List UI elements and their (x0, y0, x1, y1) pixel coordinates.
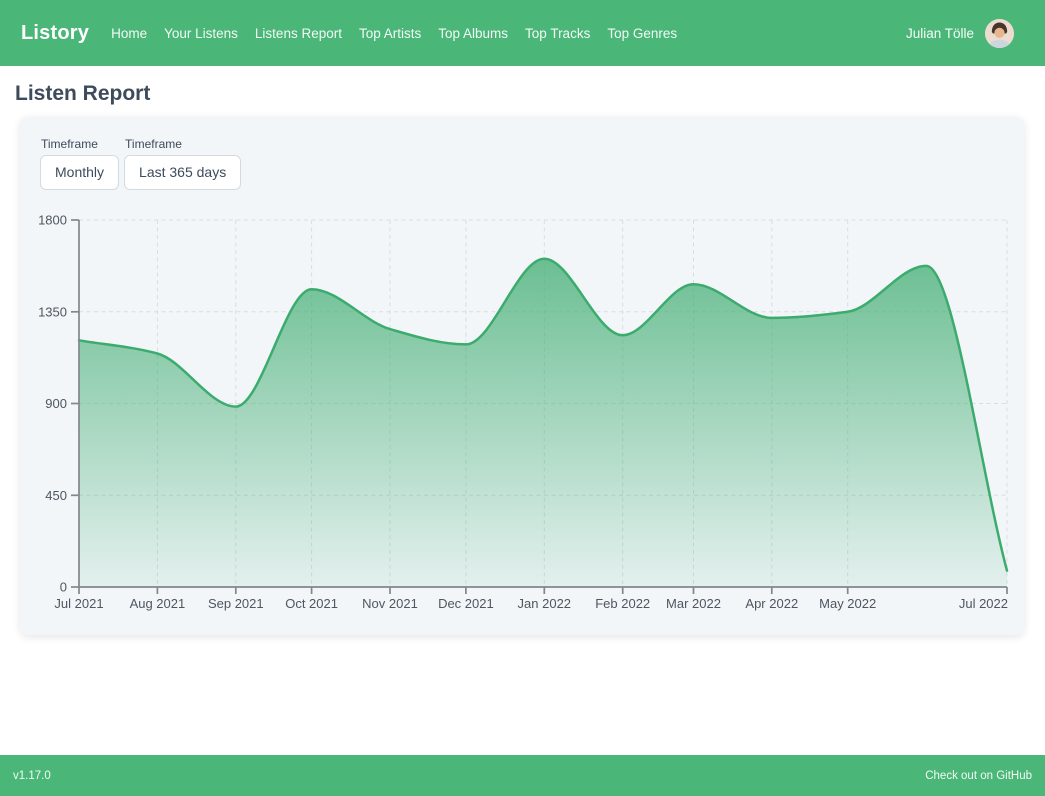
report-card: Timeframe Monthly Timeframe Last 365 days 0… (20, 117, 1024, 635)
timeframe-select-1[interactable]: Last 365 days (124, 155, 242, 190)
timeframe-controls: Timeframe Monthly Timeframe Last 365 days (40, 137, 242, 190)
x-tick-label: Oct 2021 (285, 596, 338, 611)
trend-line (77, 257, 1009, 572)
area-fill (79, 258, 1007, 587)
y-tick-label: 1350 (38, 304, 67, 319)
y-tick-label: 450 (45, 488, 67, 503)
y-tick-label: 0 (60, 580, 67, 595)
nav-item-your-listens[interactable]: Your Listens (164, 25, 238, 41)
footer: v1.17.0 Check out on GitHub (0, 755, 1045, 796)
timeframe-label: Timeframe (125, 137, 182, 151)
x-tick-label: Aug 2021 (130, 596, 186, 611)
nav-item-home[interactable]: Home (111, 25, 148, 41)
x-tick-label: Sep 2021 (208, 596, 264, 611)
navbar: Listory Home Your Listens Listens Report To… (0, 0, 1045, 66)
x-tick-label: May 2022 (819, 596, 876, 611)
y-axis: 0 450 900 1350 1800 (38, 213, 80, 595)
timeframe-label: Timeframe (41, 137, 98, 151)
brand-logo[interactable]: Listory (21, 21, 90, 44)
x-tick-label: Nov 2021 (362, 596, 418, 611)
nav-item-listens-report[interactable]: Listens Report (254, 25, 342, 41)
y-tick-label: 900 (45, 396, 67, 411)
x-tick-label: Jul 2022 (959, 596, 1008, 611)
avatar[interactable] (985, 18, 1014, 48)
x-tick-label: Apr 2022 (745, 596, 798, 611)
user-name: Julian Tölle (905, 25, 974, 41)
x-tick-label: Dec 2021 (438, 596, 494, 611)
x-tick-label: Feb 2022 (595, 596, 650, 611)
page-title: Listen Report (15, 82, 151, 105)
timeframe-control-1: Timeframe Last 365 days (124, 137, 242, 190)
main-content: Listen Report Timeframe Monthly Timeframe L… (0, 82, 1045, 635)
nav-item-top-genres[interactable]: Top Genres (607, 25, 678, 41)
version-label: v1.17.0 (13, 769, 51, 782)
github-link[interactable]: Check out on GitHub (925, 769, 1032, 782)
x-tick-label: Jan 2022 (518, 596, 572, 611)
nav-item-top-albums[interactable]: Top Albums (438, 25, 509, 41)
avatar-image (985, 18, 1014, 48)
nav-item-top-tracks[interactable]: Top Tracks (525, 25, 591, 41)
timeframe-control-0: Timeframe Monthly (40, 137, 120, 190)
x-tick-label: Mar 2022 (666, 596, 721, 611)
listens-area-chart[interactable]: 0 450 900 1350 1800 Jul 2021 Aug 2021 Sep 2021 O… (20, 117, 1024, 635)
timeframe-select-0[interactable]: Monthly (40, 155, 120, 190)
main-nav: Home Your Listens Listens Report Top Artist… (111, 26, 677, 41)
nav-item-top-artists[interactable]: Top Artists (358, 25, 422, 41)
x-tick-label: Jul 2021 (54, 596, 103, 611)
x-axis: Jul 2021 Aug 2021 Sep 2021 Oct 2021 Nov 2021… (54, 586, 1008, 611)
y-tick-label: 1800 (38, 213, 67, 228)
